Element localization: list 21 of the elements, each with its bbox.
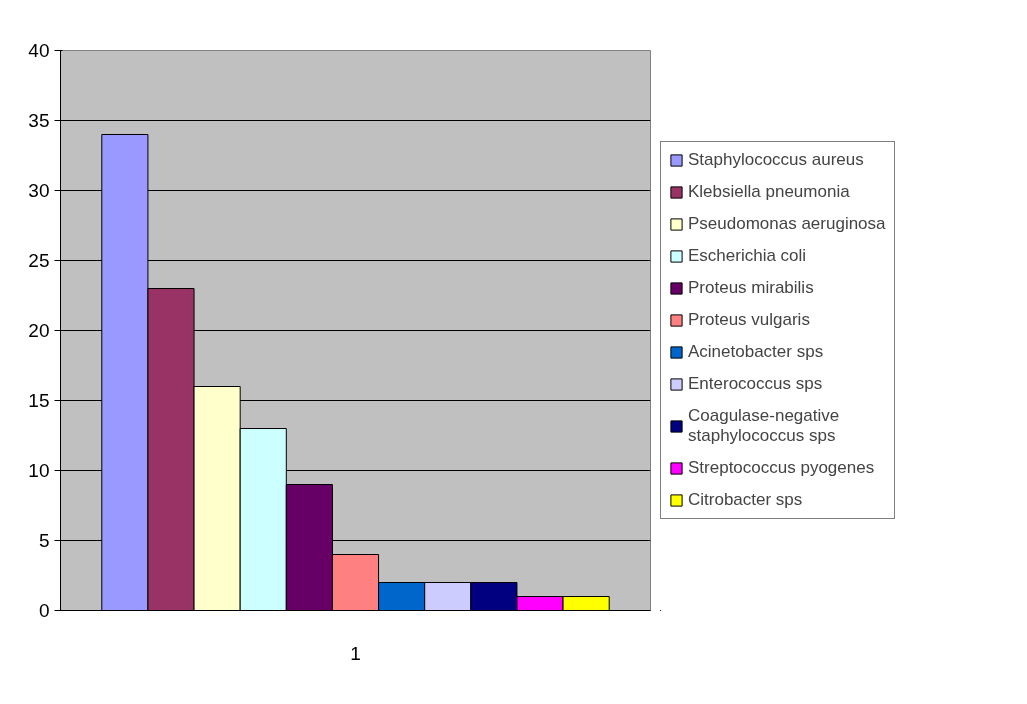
y-tick-label: 10 [28,460,50,481]
legend-label: Pseudomonas aeruginosa [688,214,886,234]
y-tick-label: 0 [38,600,50,621]
legend-label: Coagulase-negative staphylococcus sps [688,406,840,446]
y-tick-label: 30 [28,180,50,201]
legend-label: Staphylococcus aureus [688,150,864,170]
y-tick-label: 15 [28,390,50,411]
legend-label: Proteus mirabilis [688,278,814,298]
y-tick-label: 40 [28,40,50,61]
legend-label: Proteus vulgaris [688,310,810,330]
legend-label: Klebsiella pneumonia [688,182,850,202]
y-tick-label: 5 [38,530,50,551]
legend-label: Streptococcus pyogenes [688,458,875,478]
x-tick-label: 1 [350,642,361,664]
y-tick-label: 35 [28,110,50,131]
legend-label: Citrobacter sps [688,490,803,510]
y-tick-label: 25 [28,250,50,271]
y-tick-label: 20 [28,320,50,341]
legend-label: Acinetobacter sps [688,342,824,362]
legend-label: Escherichia coli [688,246,807,266]
legend-label: Enterococcus sps [688,374,823,394]
